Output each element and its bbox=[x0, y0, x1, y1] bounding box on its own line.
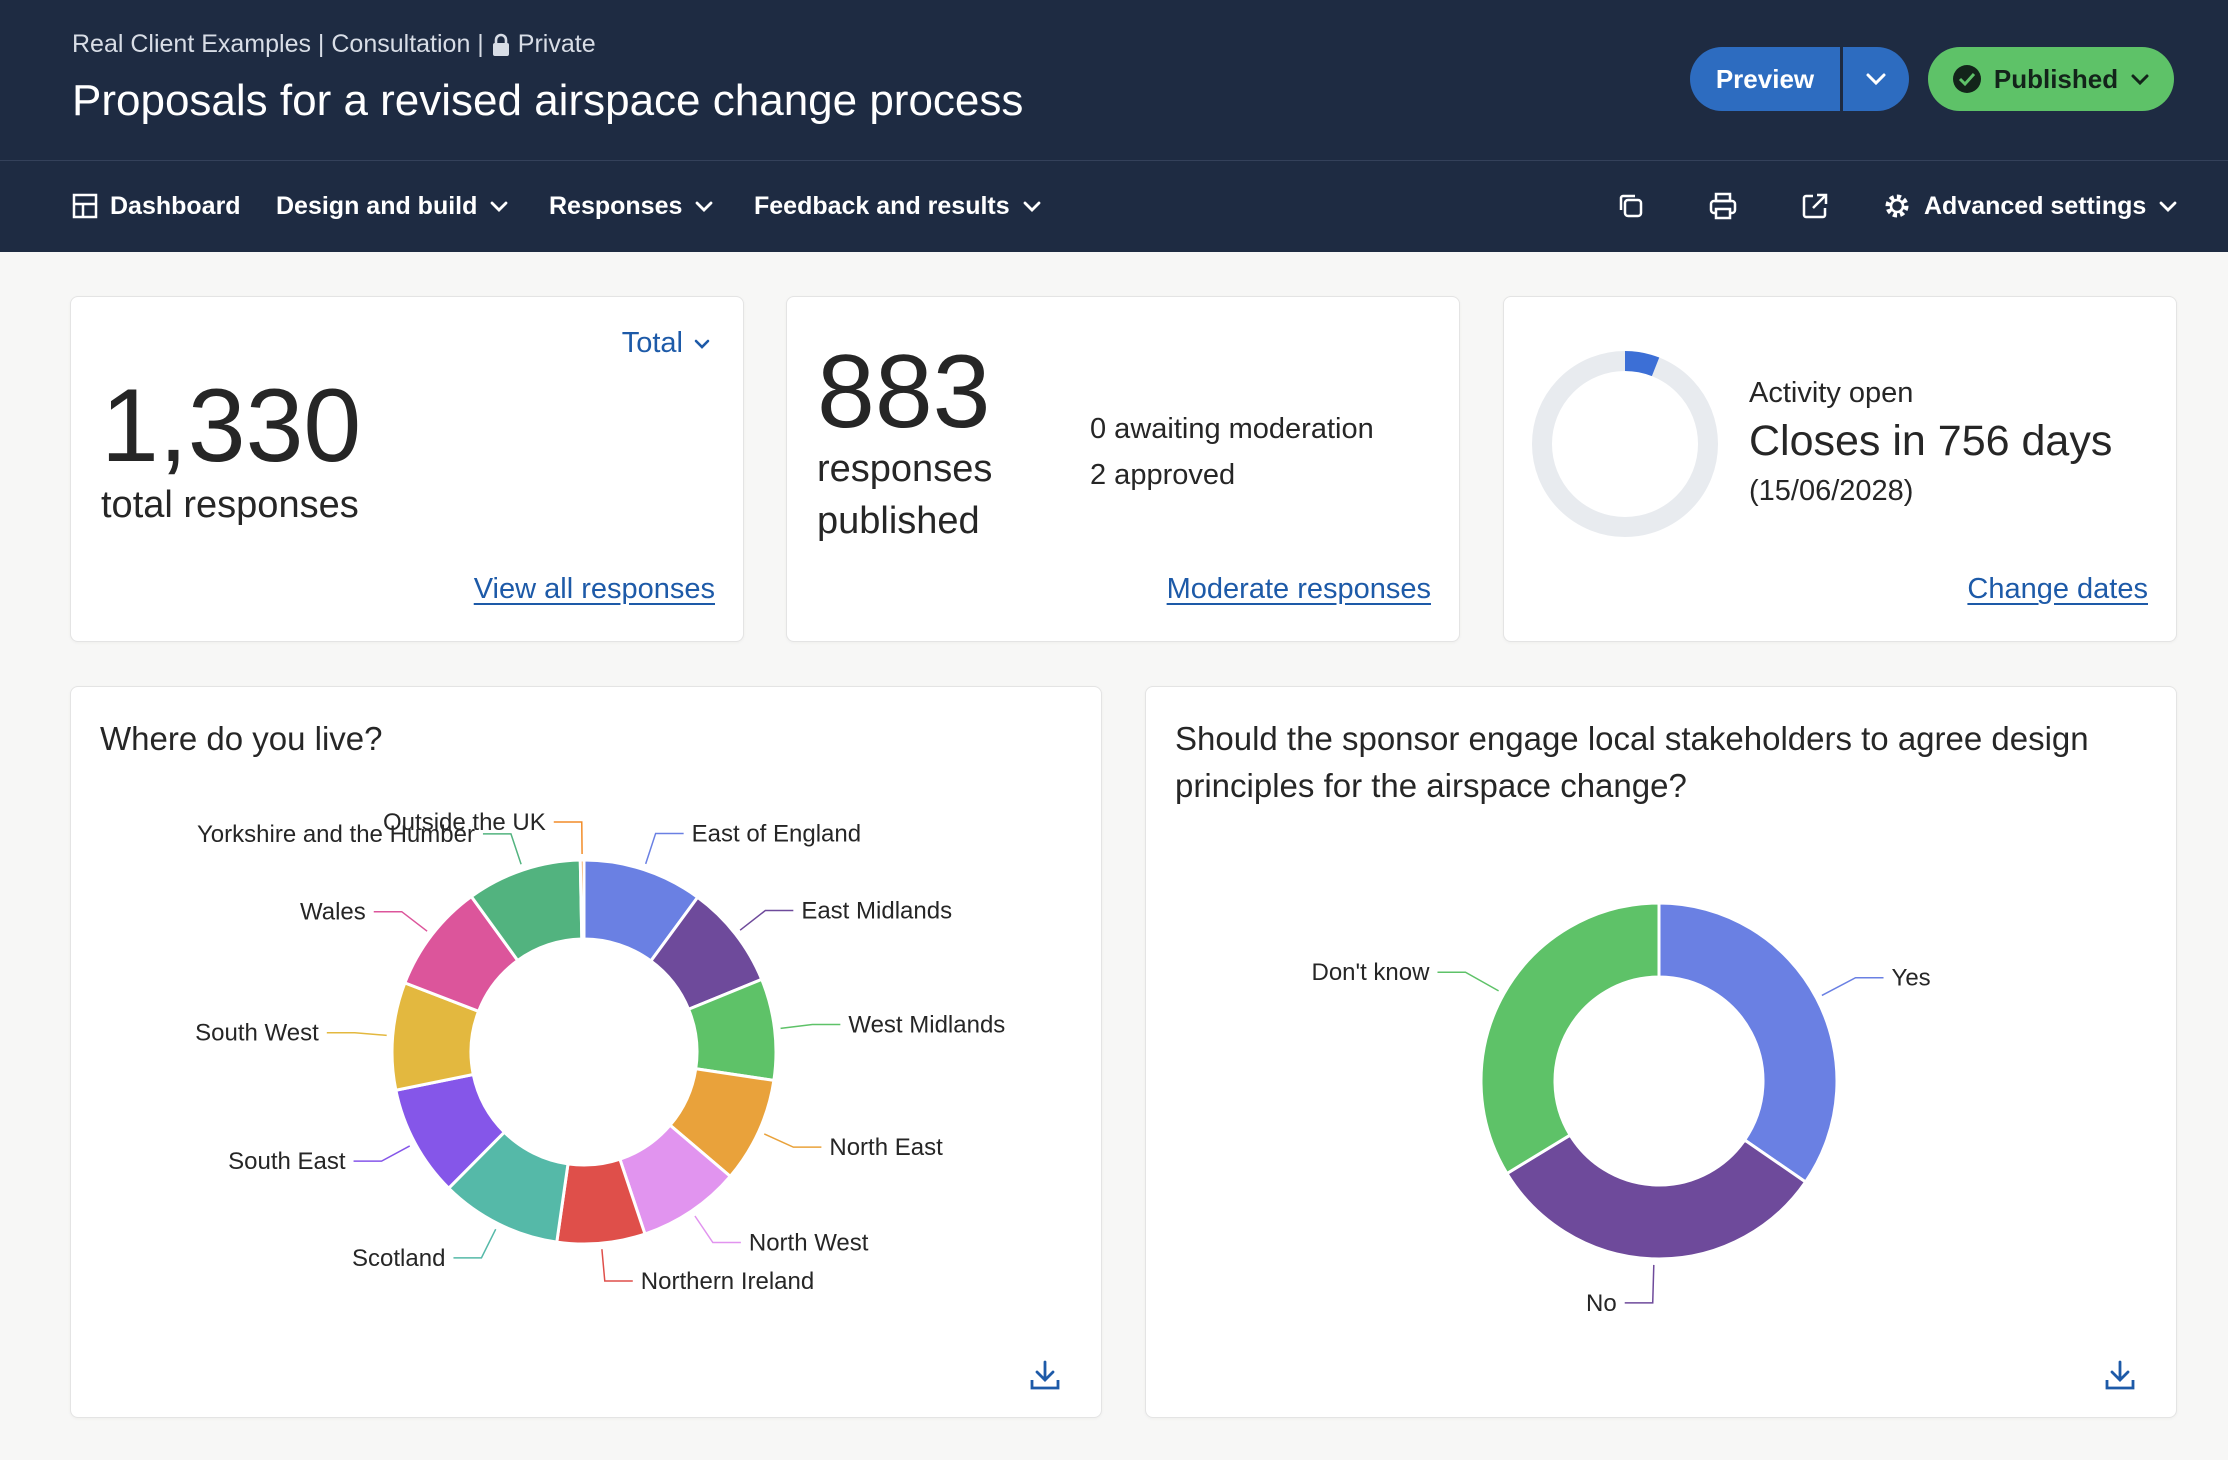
awaiting-moderation-text: 0 awaiting moderation bbox=[1090, 413, 1374, 445]
published-responses-label-1: responses bbox=[817, 448, 993, 490]
published-label: Published bbox=[1993, 63, 2119, 94]
leader-line-north-west bbox=[694, 1215, 741, 1244]
chevron-down-icon bbox=[1023, 201, 1041, 212]
view-all-responses-link[interactable]: View all responses bbox=[473, 573, 715, 605]
preview-dropdown-button[interactable] bbox=[1843, 47, 1909, 111]
leader-line-northern-ireland bbox=[601, 1249, 633, 1282]
label-east-of-england: East of England bbox=[692, 820, 861, 847]
nav-dashboard[interactable]: Dashboard bbox=[72, 160, 241, 252]
activity-progress-ring bbox=[1532, 351, 1718, 537]
label-yorkshire-and-the-humber: Yorkshire and the Humber bbox=[197, 821, 475, 848]
label-scotland: Scotland bbox=[352, 1245, 445, 1272]
header-top: Real Client Examples | Consultation | Pr… bbox=[0, 0, 2228, 161]
published-responses-label-2: published bbox=[817, 500, 980, 542]
label-north-east: North East bbox=[829, 1134, 943, 1161]
nav-design-build[interactable]: Design and build bbox=[276, 160, 509, 252]
slice-yes[interactable] bbox=[1657, 901, 1839, 1185]
slice-no[interactable] bbox=[1504, 1133, 1808, 1261]
label-yes: Yes bbox=[1892, 965, 1931, 992]
page-title: Proposals for a revised airspace change … bbox=[72, 76, 1024, 125]
breadcrumb-path[interactable]: Real Client Examples | Consultation | bbox=[72, 30, 484, 58]
where-do-you-live-chart: East of England East Midlands West Midland… bbox=[195, 809, 1005, 1295]
download-icon[interactable] bbox=[1028, 1358, 1062, 1392]
main-nav: Dashboard Design and build Responses Fee… bbox=[0, 160, 2228, 252]
chevron-down-icon bbox=[1866, 73, 1886, 86]
nav-responses[interactable]: Responses bbox=[549, 160, 714, 252]
external-link-icon[interactable] bbox=[1799, 190, 1831, 222]
leader-line-scotland bbox=[453, 1228, 497, 1259]
label-west-midlands: West Midlands bbox=[848, 1012, 1005, 1039]
label-south-west: South West bbox=[195, 1020, 319, 1047]
stakeholders-chart: Yes No Don't know bbox=[1311, 901, 1931, 1317]
label-outside-the-uk: Outside the UK bbox=[383, 809, 546, 836]
moderate-responses-link[interactable]: Moderate responses bbox=[1166, 573, 1431, 605]
moderation-summary: 0 awaiting moderation 2 approved bbox=[1090, 406, 1374, 498]
label-no: No bbox=[1586, 1290, 1617, 1317]
published-responses-card: 883 responses published Moderate respons… bbox=[786, 296, 1460, 642]
leader-line-east-of-england bbox=[644, 832, 684, 865]
label-south-east: South East bbox=[228, 1148, 346, 1175]
dashboard-icon bbox=[72, 193, 98, 219]
privacy-label: Private bbox=[517, 30, 596, 58]
leader-line-yorkshire-and-the-humber bbox=[482, 833, 522, 865]
closes-in-text: Closes in 756 days bbox=[1749, 417, 2113, 465]
leader-line-north-east bbox=[763, 1133, 822, 1148]
check-circle-icon bbox=[1952, 65, 1981, 93]
stakeholders-card: Should the sponsor engage local stakehol… bbox=[1145, 686, 2177, 1418]
nav-advanced-settings[interactable]: Advanced settings bbox=[1882, 160, 2178, 252]
leader-line-yes bbox=[1821, 976, 1884, 997]
leader-line-south-east bbox=[353, 1145, 411, 1162]
activity-card: Activity open Closes in 756 days (15/06/… bbox=[1503, 296, 2177, 642]
chevron-down-icon bbox=[2159, 201, 2177, 212]
published-responses-count: 883 bbox=[817, 334, 991, 450]
breadcrumb: Real Client Examples | Consultation | Pr… bbox=[72, 30, 596, 59]
total-responses-label: total responses bbox=[101, 484, 359, 526]
nav-dashboard-label: Dashboard bbox=[110, 191, 241, 220]
duplicate-icon[interactable] bbox=[1615, 190, 1647, 222]
preview-button[interactable]: Preview bbox=[1690, 47, 1840, 111]
nav-feedback-results[interactable]: Feedback and results bbox=[754, 160, 1042, 252]
total-responses-count: 1,330 bbox=[101, 368, 362, 484]
download-icon[interactable] bbox=[2103, 1358, 2137, 1392]
slice-outside-the-uk[interactable] bbox=[578, 858, 586, 941]
total-responses-card: Total 1,330 total responses View all res… bbox=[70, 296, 744, 642]
lock-icon bbox=[492, 33, 509, 56]
change-dates-link[interactable]: Change dates bbox=[1967, 573, 2148, 605]
total-filter-dropdown[interactable]: Total bbox=[622, 327, 711, 360]
where-do-you-live-card: Where do you live? East of England East M… bbox=[70, 686, 1102, 1418]
approved-text: 2 approved bbox=[1090, 459, 1236, 491]
nav-feedback-label: Feedback and results bbox=[754, 191, 1010, 220]
nav-design-build-label: Design and build bbox=[276, 191, 478, 220]
chevron-down-icon bbox=[695, 201, 713, 212]
leader-line-wales bbox=[373, 910, 428, 932]
activity-progress-arc bbox=[1532, 351, 1718, 537]
leader-line-west-midlands bbox=[780, 1023, 841, 1030]
leader-line-no bbox=[1624, 1264, 1655, 1304]
nav-advanced-label: Advanced settings bbox=[1924, 191, 2147, 220]
close-date: (15/06/2028) bbox=[1749, 475, 1914, 507]
app-header: Real Client Examples | Consultation | Pr… bbox=[0, 0, 2228, 252]
nav-responses-label: Responses bbox=[549, 191, 683, 220]
label-northern-ireland: Northern Ireland bbox=[641, 1268, 814, 1295]
label-east-midlands: East Midlands bbox=[801, 898, 952, 925]
leader-line-don-t-know bbox=[1437, 971, 1499, 992]
chevron-down-icon bbox=[2131, 74, 2149, 85]
activity-status: Activity open bbox=[1749, 377, 1914, 409]
label-north-west: North West bbox=[749, 1230, 869, 1257]
chart-title: Where do you live? bbox=[100, 720, 383, 757]
leader-line-south-west bbox=[326, 1031, 387, 1037]
chart-title: Should the sponsor engage local stakehol… bbox=[1175, 720, 2089, 804]
published-status-button[interactable]: Published bbox=[1928, 47, 2174, 111]
label-wales: Wales bbox=[300, 899, 366, 926]
slice-don-t-know[interactable] bbox=[1479, 901, 1661, 1176]
chevron-down-icon bbox=[694, 339, 710, 349]
leader-line-outside-the-uk bbox=[553, 821, 583, 855]
leader-line-east-midlands bbox=[739, 909, 794, 931]
chevron-down-icon bbox=[491, 201, 508, 212]
total-filter-label: Total bbox=[621, 327, 683, 359]
print-icon[interactable] bbox=[1707, 190, 1739, 222]
gear-icon bbox=[1885, 194, 1909, 218]
label-don-t-know: Don't know bbox=[1311, 959, 1430, 986]
